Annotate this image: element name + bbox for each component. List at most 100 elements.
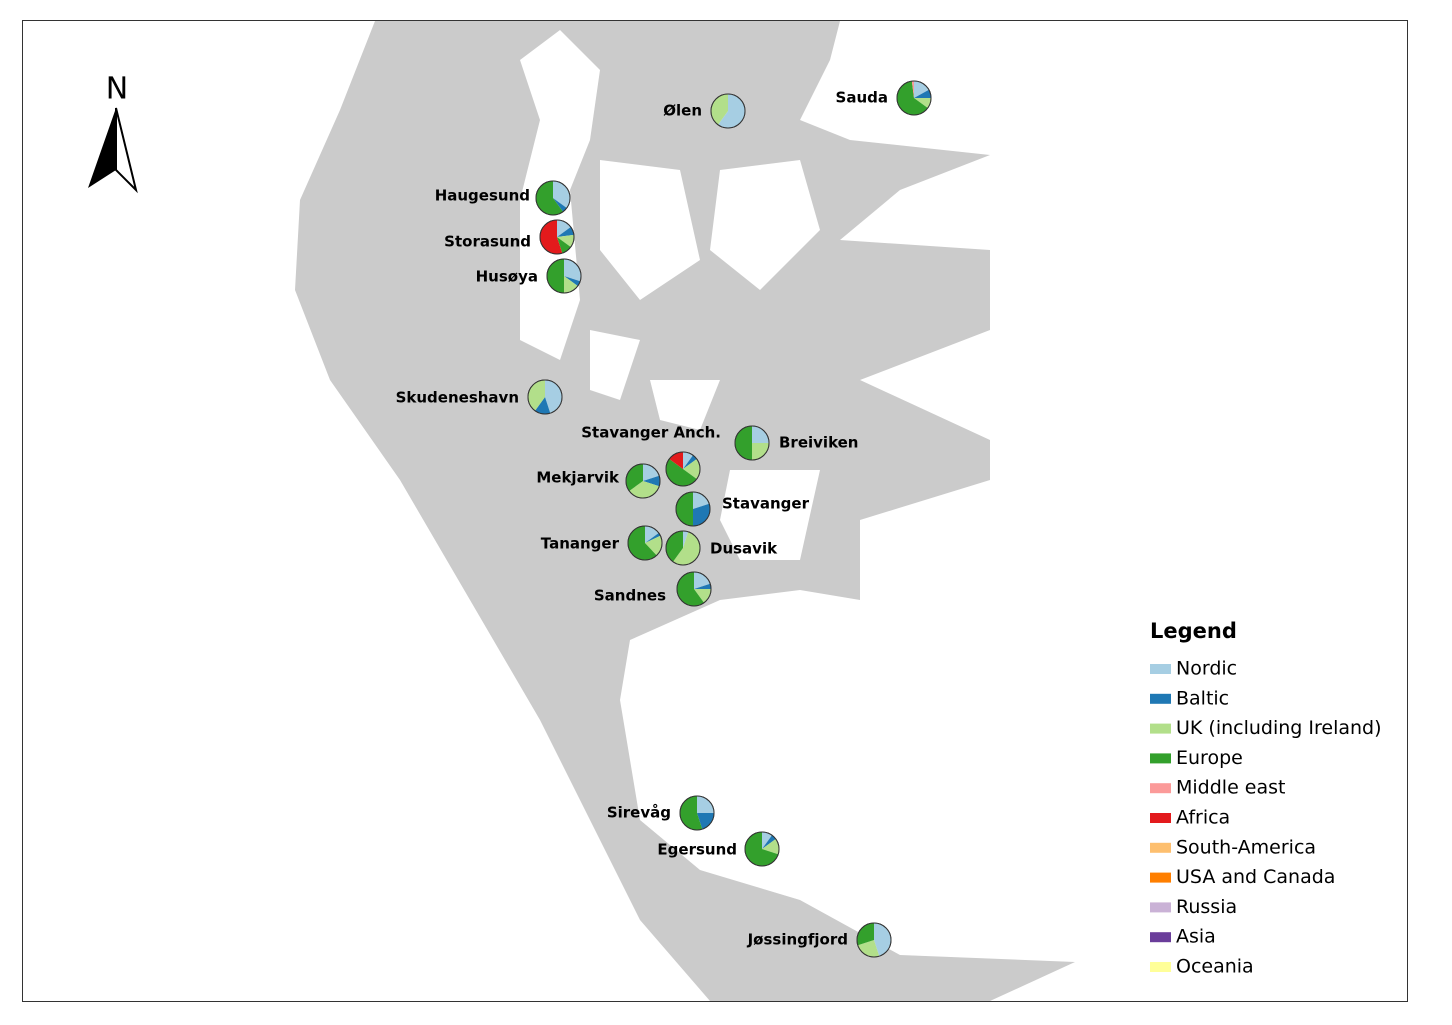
north-label: N <box>106 72 128 107</box>
legend-swatch <box>1150 842 1171 853</box>
pie-slice <box>693 503 710 526</box>
north-arrow: N <box>88 72 138 194</box>
pie-slice <box>553 198 567 212</box>
pie-slice <box>564 276 578 293</box>
pie-slice <box>545 380 563 414</box>
pie-slice <box>874 923 892 957</box>
pie-slice <box>694 589 711 603</box>
pie-slice <box>762 835 776 849</box>
pie-slice <box>535 397 551 414</box>
pie-slice <box>536 181 563 215</box>
location-label: Mekjarvik <box>536 469 620 487</box>
pie-slice <box>897 81 928 116</box>
pie-border <box>856 922 892 958</box>
pie-slice <box>564 276 581 286</box>
legend-swatch <box>1150 932 1171 943</box>
pie-slice <box>718 94 745 128</box>
pie-slice <box>697 813 714 830</box>
location-label: Egersund <box>657 841 737 859</box>
pie-slice <box>683 459 700 479</box>
pie-slice <box>697 796 714 813</box>
pie-border <box>665 451 701 487</box>
location-label: Dusavik <box>710 540 778 558</box>
pie-slice <box>710 94 728 125</box>
pie-slice <box>676 492 693 526</box>
pie-border <box>679 795 715 831</box>
pie-slice <box>553 181 571 208</box>
legend-label: Oceania <box>1176 956 1254 978</box>
legend-label: Asia <box>1176 926 1216 948</box>
location-label: Breiviken <box>779 434 859 452</box>
pie-slice <box>762 832 772 849</box>
pie-border <box>539 219 575 255</box>
legend-swatch <box>1150 902 1171 913</box>
pie-slice <box>680 796 703 830</box>
legend-swatch <box>1150 783 1171 794</box>
pie-slice <box>547 259 564 293</box>
pie-slice <box>694 583 711 589</box>
legend-swatch <box>1150 664 1171 674</box>
legend-label: USA and Canada <box>1176 866 1335 888</box>
pie-slice <box>683 452 693 469</box>
pie-border <box>527 379 563 415</box>
pie-slice <box>643 475 660 487</box>
pie-slice <box>735 426 752 460</box>
legend-label: South-America <box>1176 836 1316 858</box>
land <box>520 30 820 560</box>
location-label: Husøya <box>476 268 538 286</box>
location-label: Ølen <box>663 102 702 120</box>
legend-title: Legend <box>1150 619 1237 643</box>
location-label: Skudeneshavn <box>396 389 519 407</box>
pie-slice <box>564 259 581 282</box>
location-label: Jøssingfjord <box>747 931 848 949</box>
pie-slice <box>694 572 711 589</box>
pie-slice <box>762 839 780 855</box>
legend-label: Nordic <box>1176 658 1237 680</box>
pie-slice <box>752 443 769 460</box>
pie-slice <box>557 234 574 247</box>
legend-label: Russia <box>1176 896 1237 918</box>
pie-slice <box>539 220 563 255</box>
pie-slice <box>629 481 660 498</box>
legend-label: Baltic <box>1176 687 1229 709</box>
pie-slice <box>643 464 660 481</box>
legend-swatch <box>1150 872 1171 883</box>
pie-slice <box>683 531 689 548</box>
pie-slice <box>914 89 931 98</box>
legend-swatch <box>1150 813 1171 823</box>
legend-label: Middle east <box>1176 777 1285 799</box>
pie-slice <box>683 455 697 469</box>
pie-border <box>627 525 663 561</box>
pie-slice <box>665 531 683 562</box>
pie-border <box>665 530 701 566</box>
location-label: Sauda <box>836 89 888 107</box>
pie-border <box>676 571 712 607</box>
location-label: Stavanger <box>722 495 810 513</box>
location-label: Storasund <box>444 233 531 251</box>
pie-slice <box>557 237 571 254</box>
location-label: Haugesund <box>435 187 530 205</box>
pie-slice <box>645 526 659 543</box>
pie-border <box>744 831 780 867</box>
pie-slice <box>677 572 704 606</box>
pie-slice <box>669 451 683 469</box>
pie-slice <box>666 459 697 486</box>
pie-slice <box>557 227 574 237</box>
pie-slice <box>752 426 769 443</box>
pie-slice <box>673 531 700 565</box>
location-label: Tananger <box>541 535 620 553</box>
legend-swatch <box>1150 723 1171 734</box>
pie-border <box>625 463 661 499</box>
location-label: Sandnes <box>594 587 666 605</box>
legend-label: Africa <box>1176 807 1230 829</box>
legend-swatch <box>1150 962 1171 972</box>
pie-slice <box>557 220 571 237</box>
pie-border <box>734 425 770 461</box>
pie-slice <box>911 81 914 98</box>
pie-slice <box>693 491 710 509</box>
pie-slice <box>645 533 661 543</box>
pie-slice <box>528 380 545 411</box>
legend-label: Europe <box>1176 747 1243 769</box>
pie-slice <box>744 832 779 867</box>
